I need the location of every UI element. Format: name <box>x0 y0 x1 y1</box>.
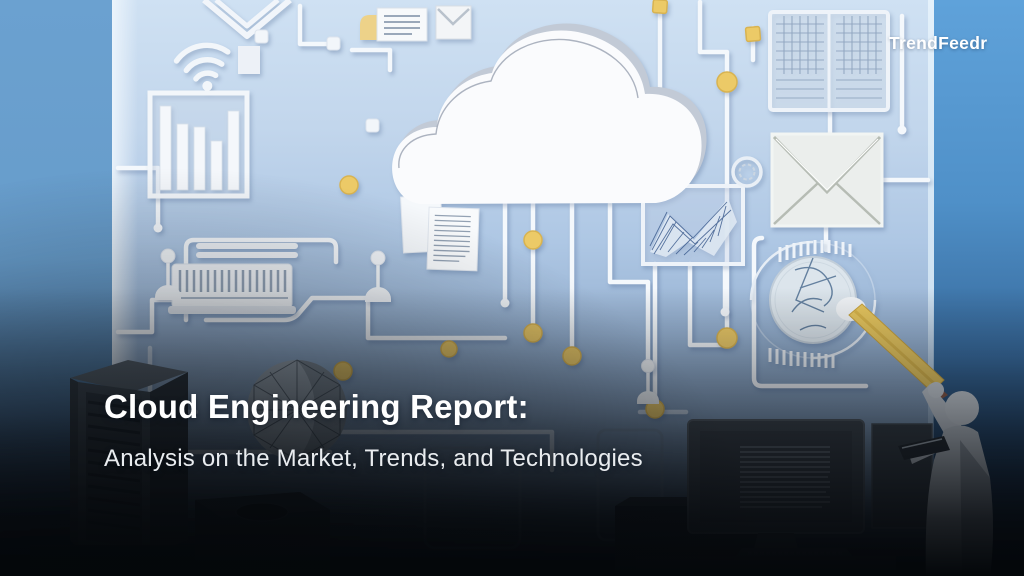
envelope-icon <box>435 5 472 40</box>
document-icon <box>376 7 428 42</box>
document-icon <box>426 206 480 272</box>
page-subtitle: Analysis on the Market, Trends, and Tech… <box>104 444 643 472</box>
ledger-grid-icon <box>768 10 890 112</box>
gear-badge-icon <box>731 156 763 188</box>
envelope-icon <box>770 132 884 228</box>
brand-logo: TrendFeedr <box>889 33 988 53</box>
bar-chart-icon <box>147 90 250 199</box>
wifi-icon <box>173 42 231 91</box>
page-title: Cloud Engineering Report: <box>104 388 529 425</box>
hero-text-block: Cloud Engineering Report: Analysis on th… <box>104 388 643 473</box>
